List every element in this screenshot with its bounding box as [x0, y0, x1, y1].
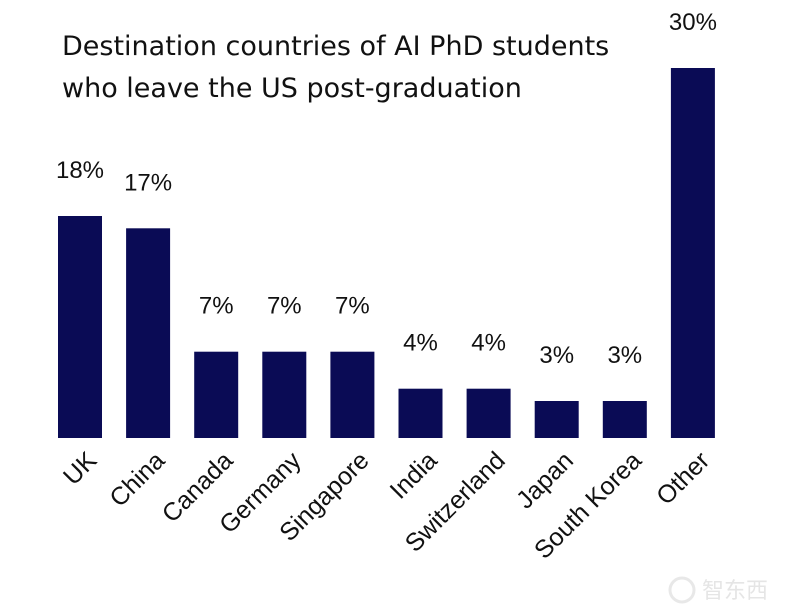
chart-title-line-2: who leave the US post-graduation [62, 73, 522, 104]
value-labels-group: 18% 17% 7% 7% 7% 4% 4% 3% 3% 30% [56, 9, 717, 369]
value-label: 18% [56, 157, 104, 184]
chart-title-line-1: Destination countries of AI PhD students [62, 31, 609, 62]
value-label: 3% [607, 342, 642, 369]
category-label: India [385, 446, 443, 504]
value-label: 3% [539, 342, 574, 369]
bar-singapore [330, 351, 375, 438]
value-label: 7% [335, 293, 370, 320]
bar-china [126, 228, 171, 438]
value-label: 4% [471, 330, 506, 357]
category-label: Other [651, 446, 715, 510]
value-label: 30% [669, 9, 717, 36]
watermark-logo-icon [668, 576, 696, 604]
value-label: 7% [267, 293, 302, 320]
bar-uk [58, 216, 102, 438]
chart-title: Destination countries of AI PhD students… [62, 31, 609, 104]
bar-canada [194, 351, 239, 438]
watermark-text: 智东西 [702, 579, 768, 604]
bar-india [398, 388, 443, 438]
bar-other [670, 68, 715, 438]
value-label: 7% [199, 293, 234, 320]
bar-south-korea [602, 401, 647, 438]
bars-group [58, 68, 715, 438]
value-label: 17% [124, 169, 172, 196]
category-label: UK [58, 446, 103, 491]
value-label: 4% [403, 330, 438, 357]
watermark: 智东西 [668, 576, 768, 604]
bar-germany [262, 351, 307, 438]
category-label: China [104, 446, 170, 512]
bar-switzerland [466, 388, 511, 438]
bar-japan [534, 401, 579, 438]
